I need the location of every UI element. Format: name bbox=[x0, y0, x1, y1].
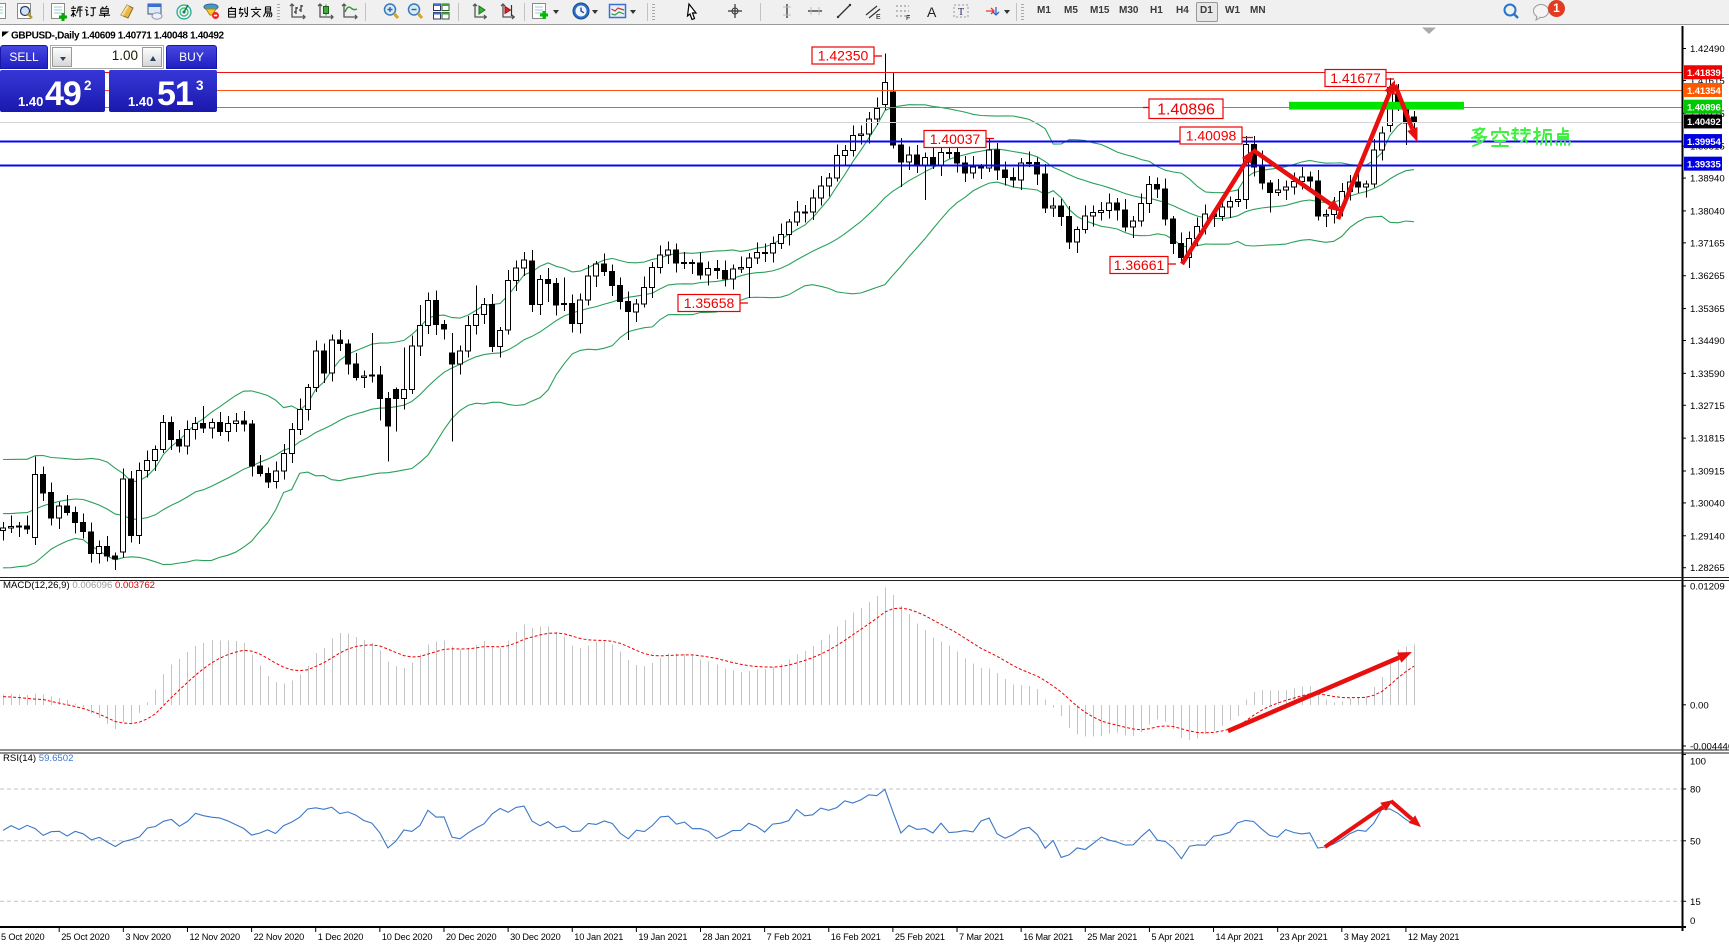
svg-text:1.38940: 1.38940 bbox=[1690, 174, 1725, 185]
svg-text:1.29140: 1.29140 bbox=[1690, 531, 1725, 542]
svg-text:1.36661: 1.36661 bbox=[1114, 257, 1165, 273]
svg-text:E: E bbox=[876, 14, 881, 21]
svg-text:12 May 2021: 12 May 2021 bbox=[1408, 932, 1460, 942]
svg-text:1 Dec 2020: 1 Dec 2020 bbox=[318, 932, 364, 942]
svg-text:7 Mar 2021: 7 Mar 2021 bbox=[959, 932, 1004, 942]
svg-text:28 Jan 2021: 28 Jan 2021 bbox=[703, 932, 752, 942]
svg-text:1.31815: 1.31815 bbox=[1690, 434, 1725, 445]
svg-text:MACD(12,26,9) 0.006096 0.00376: MACD(12,26,9) 0.006096 0.003762 bbox=[3, 580, 155, 591]
svg-text:1.32715: 1.32715 bbox=[1690, 401, 1725, 412]
svg-text:1.30915: 1.30915 bbox=[1690, 466, 1725, 477]
svg-text:16 Mar 2021: 16 Mar 2021 bbox=[1023, 932, 1073, 942]
svg-text:19 Jan 2021: 19 Jan 2021 bbox=[638, 932, 687, 942]
svg-text:22 Nov 2020: 22 Nov 2020 bbox=[254, 932, 304, 942]
svg-text:1.36265: 1.36265 bbox=[1690, 271, 1725, 282]
svg-text:1.33590: 1.33590 bbox=[1690, 369, 1725, 380]
svg-text:50: 50 bbox=[1690, 836, 1701, 847]
svg-text:GBPUSD-,Daily 1.40609 1.40771: GBPUSD-,Daily 1.40609 1.40771 1.40048 1.… bbox=[11, 31, 225, 42]
svg-text:25 Mar 2021: 25 Mar 2021 bbox=[1087, 932, 1137, 942]
svg-text:1.42490: 1.42490 bbox=[1690, 44, 1725, 55]
svg-text:1.41354: 1.41354 bbox=[1687, 86, 1721, 97]
svg-text:1.40492: 1.40492 bbox=[1687, 117, 1721, 128]
svg-text:1.41677: 1.41677 bbox=[1330, 70, 1381, 86]
svg-text:1.40037: 1.40037 bbox=[930, 131, 981, 147]
svg-text:1.37165: 1.37165 bbox=[1690, 238, 1725, 249]
svg-text:80: 80 bbox=[1690, 784, 1701, 795]
svg-text:1.39335: 1.39335 bbox=[1687, 159, 1721, 170]
svg-text:1.35658: 1.35658 bbox=[684, 295, 735, 311]
svg-text:23 Apr 2021: 23 Apr 2021 bbox=[1280, 932, 1328, 942]
svg-text:1.28265: 1.28265 bbox=[1690, 563, 1725, 574]
svg-text:0: 0 bbox=[1690, 916, 1695, 927]
svg-text:1.34490: 1.34490 bbox=[1690, 336, 1725, 347]
svg-text:-0.004446: -0.004446 bbox=[1690, 742, 1729, 753]
svg-text:5 Oct 2020: 5 Oct 2020 bbox=[1, 932, 44, 942]
svg-text:5 Apr 2021: 5 Apr 2021 bbox=[1151, 932, 1194, 942]
svg-text:1.41839: 1.41839 bbox=[1687, 68, 1721, 79]
svg-text:3 Nov 2020: 3 Nov 2020 bbox=[125, 932, 171, 942]
svg-text:15: 15 bbox=[1690, 897, 1701, 908]
svg-text:1.40896: 1.40896 bbox=[1157, 102, 1215, 119]
svg-text:RSI(14) 59.6502: RSI(14) 59.6502 bbox=[3, 753, 73, 764]
svg-text:14 Apr 2021: 14 Apr 2021 bbox=[1216, 932, 1264, 942]
svg-text:0.00: 0.00 bbox=[1690, 700, 1709, 711]
svg-text:30 Dec 2020: 30 Dec 2020 bbox=[510, 932, 560, 942]
svg-text:T: T bbox=[958, 7, 964, 18]
svg-text:1.40896: 1.40896 bbox=[1687, 102, 1721, 113]
svg-text:10 Jan 2021: 10 Jan 2021 bbox=[574, 932, 623, 942]
svg-text:0.01209: 0.01209 bbox=[1690, 582, 1725, 593]
svg-text:25 Feb 2021: 25 Feb 2021 bbox=[895, 932, 945, 942]
svg-text:1.38040: 1.38040 bbox=[1690, 206, 1725, 217]
svg-text:25 Oct 2020: 25 Oct 2020 bbox=[61, 932, 109, 942]
svg-text:100: 100 bbox=[1690, 757, 1706, 768]
svg-text:1.42350: 1.42350 bbox=[818, 48, 869, 64]
svg-text:1.41615: 1.41615 bbox=[1690, 76, 1725, 87]
svg-text:1.35365: 1.35365 bbox=[1690, 304, 1725, 315]
svg-text:7 Feb 2021: 7 Feb 2021 bbox=[767, 932, 812, 942]
svg-text:10 Dec 2020: 10 Dec 2020 bbox=[382, 932, 432, 942]
svg-text:3 May 2021: 3 May 2021 bbox=[1344, 932, 1391, 942]
svg-text:1.30040: 1.30040 bbox=[1690, 498, 1725, 509]
svg-text:1.39954: 1.39954 bbox=[1687, 137, 1721, 148]
svg-text:12 Nov 2020: 12 Nov 2020 bbox=[189, 932, 239, 942]
svg-text:20 Dec 2020: 20 Dec 2020 bbox=[446, 932, 496, 942]
svg-text:16 Feb 2021: 16 Feb 2021 bbox=[831, 932, 881, 942]
svg-text:F: F bbox=[906, 15, 910, 22]
svg-text:1.40715: 1.40715 bbox=[1690, 109, 1725, 120]
svg-text:1.40098: 1.40098 bbox=[1186, 128, 1237, 144]
